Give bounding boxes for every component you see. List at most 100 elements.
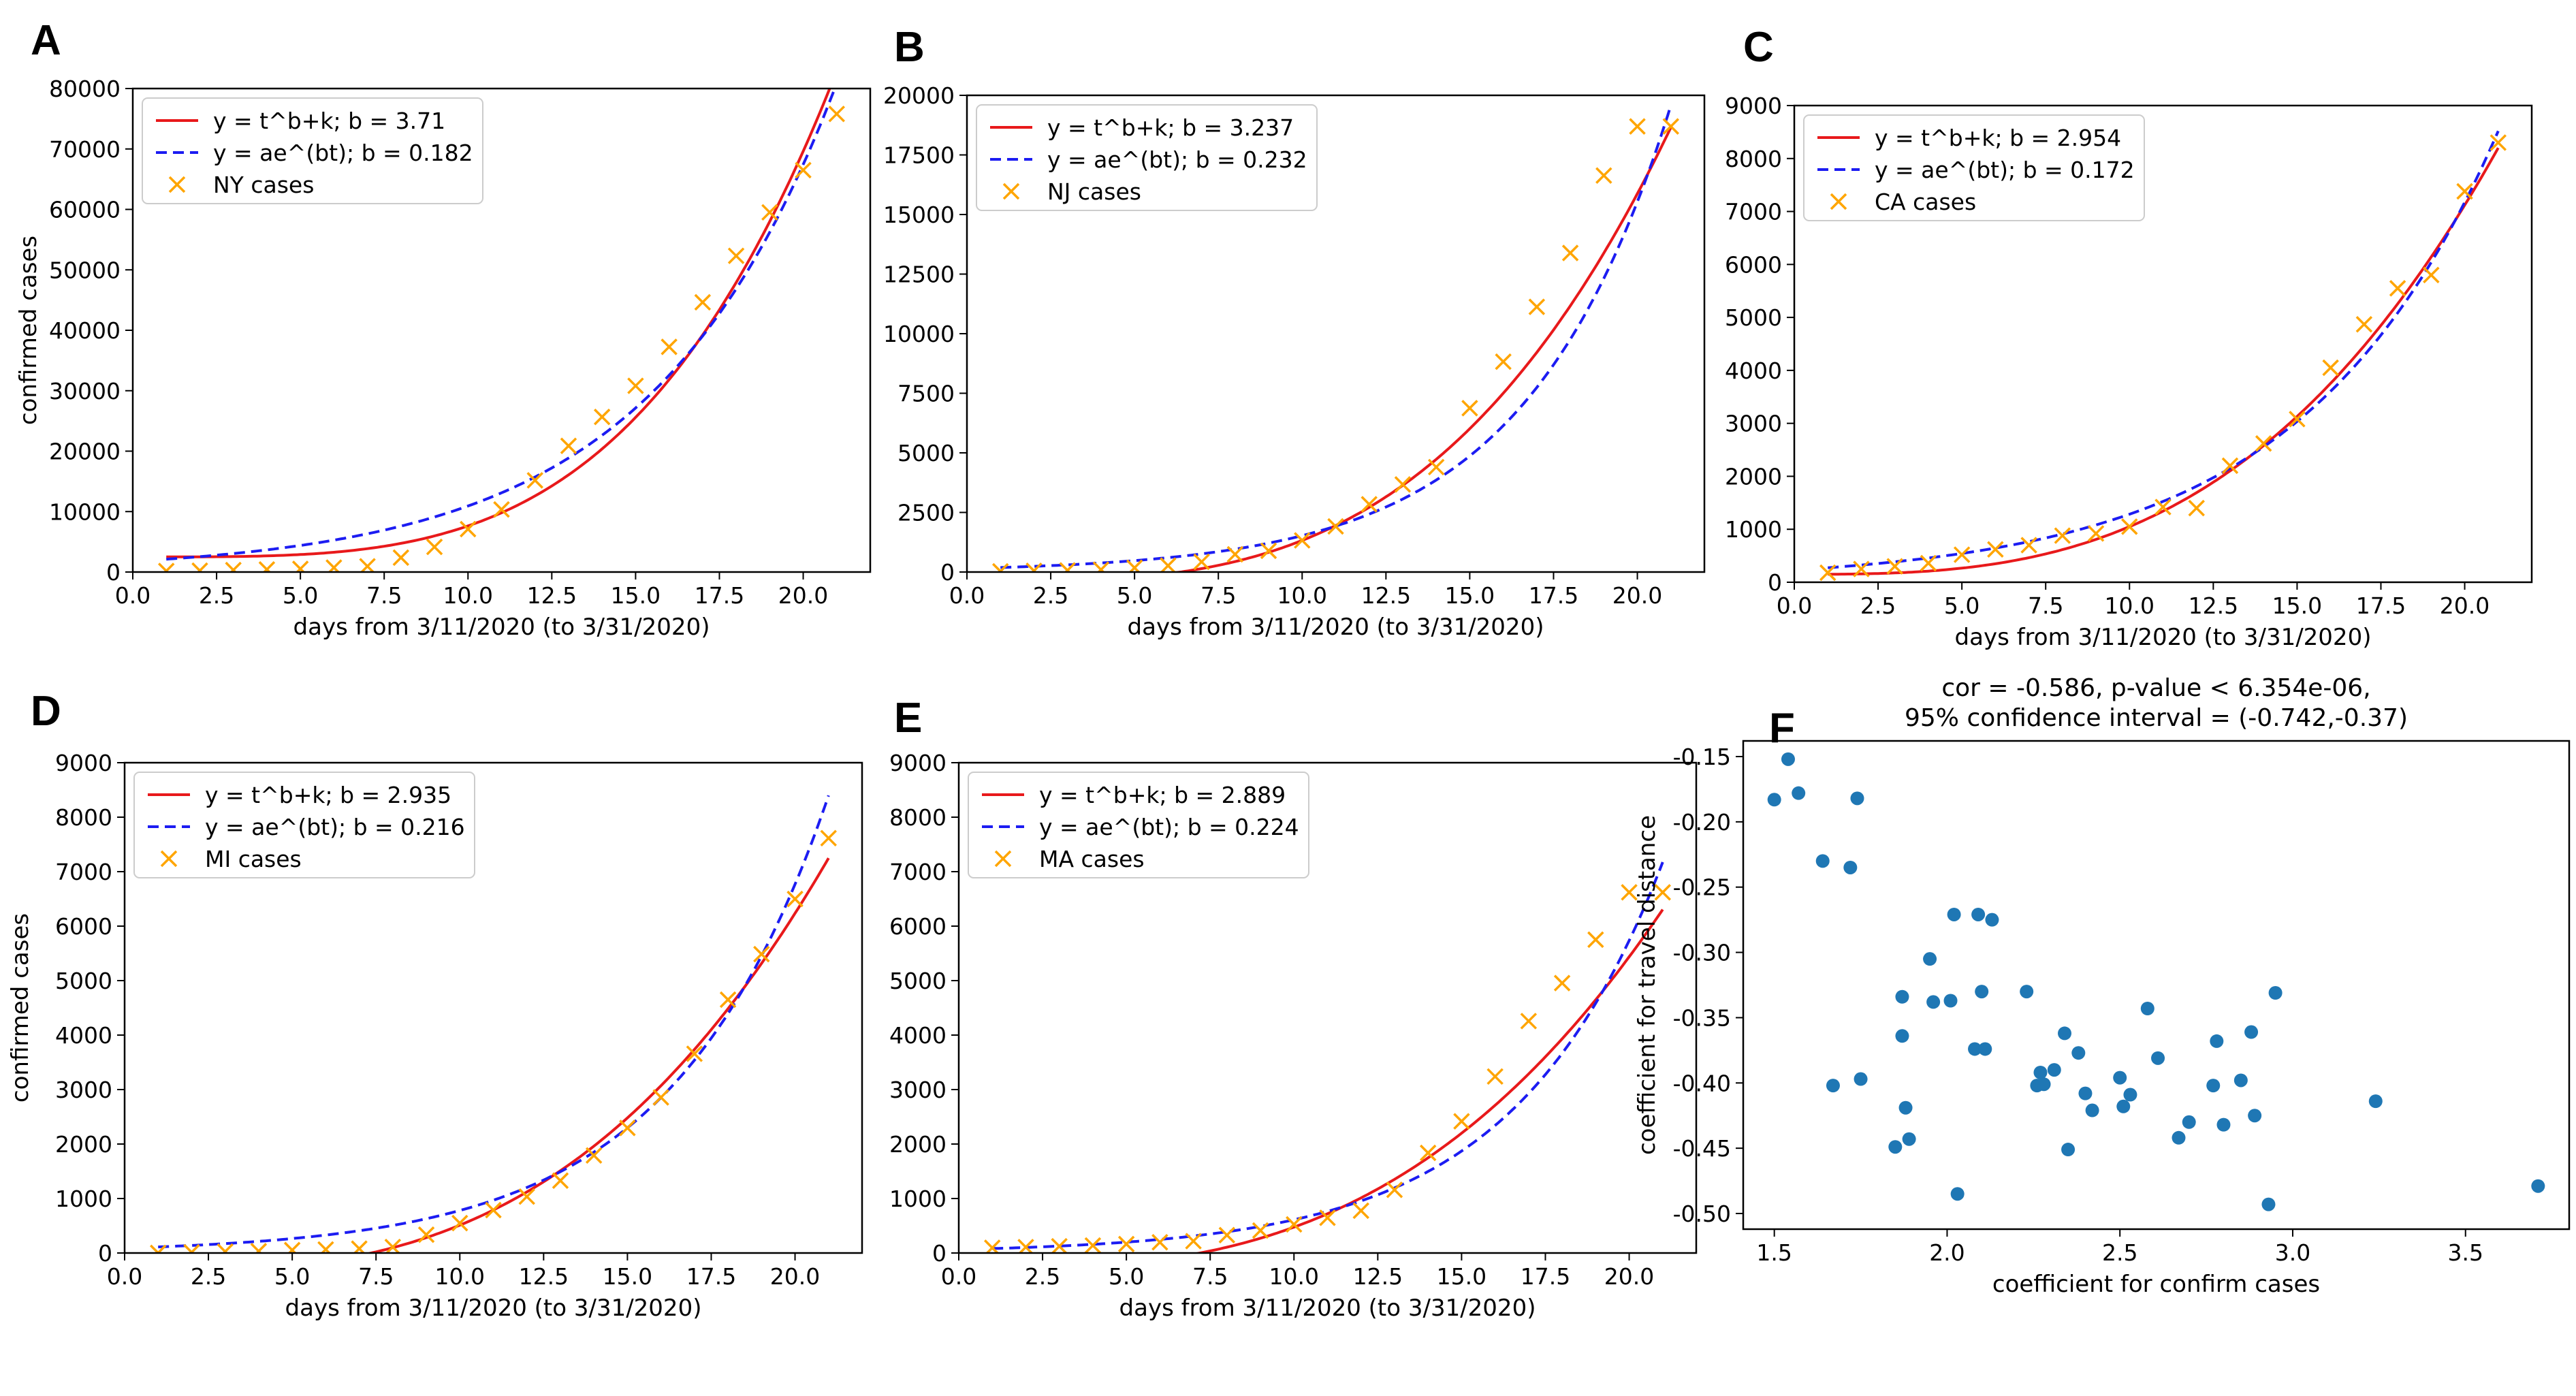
x-tick-label: 20.0 (770, 1263, 820, 1290)
scatter-point (2113, 1070, 2127, 1085)
scatter-point (2368, 1094, 2383, 1109)
scatter-point (2037, 1077, 2051, 1092)
case-marker (1051, 1237, 1068, 1253)
case-marker (1920, 554, 1937, 572)
x-axis-label: days from 3/11/2020 (to 3/31/2020) (285, 1295, 702, 1322)
scatter-point (2531, 1179, 2545, 1193)
exp-fit-line (992, 861, 1664, 1250)
scatter-point (2248, 1109, 2262, 1123)
case-marker (753, 945, 770, 963)
y-tick-label: 6000 (1725, 251, 1782, 278)
y-tick-label: 30000 (49, 378, 121, 404)
y-tick-label: 0 (106, 559, 121, 586)
case-marker (2423, 266, 2440, 284)
y-tick-label: -0.15 (1673, 744, 1731, 770)
scatter-point (2268, 986, 2283, 1000)
x-tick-label: 0.0 (941, 1263, 976, 1290)
y-tick-label: 20000 (883, 82, 955, 109)
case-marker (317, 1241, 334, 1253)
legend-label-exp: y = ae^(bt); b = 0.172 (1875, 157, 2135, 183)
y-tick-label: 5000 (889, 968, 947, 994)
case-marker (351, 1240, 368, 1253)
case-marker (1352, 1202, 1369, 1220)
x-tick-label: 10.0 (443, 582, 493, 609)
case-marker (1654, 884, 1672, 901)
case-marker (485, 1201, 502, 1219)
scatter-point (2033, 1065, 2048, 1079)
scatter-point (2078, 1086, 2093, 1100)
plot-area (157, 89, 846, 572)
case-marker (761, 204, 778, 221)
scatter-point (1902, 1132, 1916, 1146)
case-marker (1486, 1068, 1504, 1085)
x-axis-label: days from 3/11/2020 (to 3/31/2020) (293, 614, 710, 641)
x-tick-label: 5.0 (1109, 1263, 1144, 1290)
case-marker (1361, 496, 1378, 513)
x-tick-label: 20.0 (2440, 592, 2490, 619)
scatter-point (1781, 752, 1795, 766)
x-tick-label: 2.5 (1860, 592, 1896, 619)
axes-frame (1742, 740, 2571, 1231)
scatter-point (1854, 1072, 1868, 1086)
case-marker (1092, 561, 1110, 572)
case-marker (560, 437, 577, 454)
scatter-point (1895, 1029, 1909, 1043)
scatter-point (2182, 1115, 2196, 1129)
case-marker (1662, 118, 1680, 135)
scatter-point (1950, 1187, 1965, 1201)
legend-box (1803, 114, 2145, 221)
panel-letter-a: A (31, 17, 61, 64)
case-marker (795, 161, 812, 179)
scatter-point (1985, 913, 1999, 927)
y-tick-label: 0 (940, 559, 955, 586)
panel-D: 0.0 2.5 5.0 7.5 10.0 12.5 15.0 17.5 20.0 0 1000 200… (7, 750, 863, 1322)
case-marker (250, 1243, 268, 1253)
legend-box (976, 104, 1318, 211)
case-marker (1987, 541, 2004, 558)
y-tick-label: 3000 (55, 1077, 112, 1103)
x-tick-label: 17.5 (1529, 582, 1578, 609)
legend-box (968, 772, 1309, 878)
power-fit-line (166, 89, 831, 558)
case-marker (1117, 1235, 1135, 1253)
case-marker (2121, 518, 2138, 535)
case-marker (1218, 1226, 1236, 1243)
case-marker (727, 247, 745, 264)
legend-label-exp: y = ae^(bt); b = 0.216 (205, 814, 465, 840)
panel-E: 0.0 2.5 5.0 7.5 10.0 12.5 15.0 17.5 20.0 0 1000 200… (889, 750, 1698, 1322)
y-tick-label: 2000 (1725, 463, 1782, 490)
legend-label-power: y = t^b+k; b = 3.71 (213, 108, 445, 134)
case-marker (225, 561, 242, 572)
x-tick-label: 0.0 (115, 582, 150, 609)
case-marker (526, 472, 543, 489)
case-marker (2020, 537, 2037, 554)
legend-box (142, 97, 483, 204)
case-marker (2355, 315, 2373, 333)
case-marker (593, 408, 611, 426)
x-tick-label: 10.0 (2105, 592, 2154, 619)
axes-frame (957, 761, 1698, 1254)
y-tick-label: 7000 (889, 859, 947, 885)
plot-area (1819, 130, 2507, 582)
y-tick-label: 4000 (889, 1022, 947, 1049)
exp-fit-line (166, 89, 836, 561)
legend: y = t^b+k; b = 2.889 y = ae^(bt); b = 0.2… (968, 772, 1309, 878)
legend-label-power: y = t^b+k; b = 2.889 (1039, 782, 1286, 808)
chart-subtitle: 95% confidence interval = (-0.742,-0.37) (1905, 704, 2408, 732)
scatter-point (2058, 1026, 2072, 1041)
plot-area (991, 104, 1680, 572)
scatter-point (2206, 1079, 2221, 1093)
case-marker (2221, 457, 2239, 475)
x-tick-label: 12.5 (519, 1263, 569, 1290)
scatter-point (1971, 907, 1986, 921)
y-tick-label: 4000 (55, 1022, 112, 1049)
case-marker (1260, 542, 1277, 560)
scatter-point (2061, 1143, 2076, 1157)
legend-box (133, 772, 475, 878)
case-marker (820, 829, 838, 847)
case-marker (518, 1188, 535, 1205)
y-tick-label: 40000 (49, 317, 121, 344)
x-tick-label: 17.5 (1521, 1263, 1570, 1290)
case-marker (552, 1172, 569, 1189)
y-tick-label: 2500 (897, 500, 955, 526)
